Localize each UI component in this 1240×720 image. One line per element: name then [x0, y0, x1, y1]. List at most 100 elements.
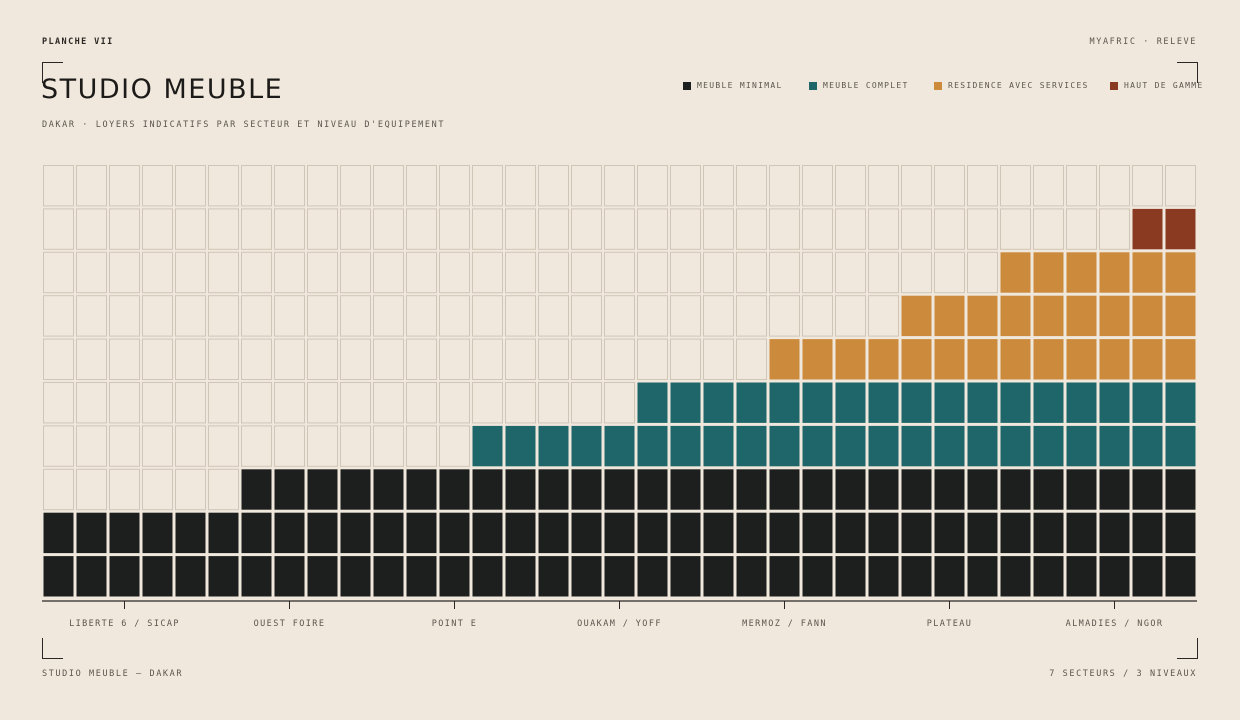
waffle-cell-empty [439, 251, 470, 294]
waffle-cell-haut-de-gamme [1165, 208, 1196, 250]
waffle-cell-empty [670, 251, 701, 294]
waffle-cell-empty [76, 251, 107, 294]
waffle-cell-residence-services [1066, 339, 1097, 380]
waffle-cell-meuble-minimal [802, 512, 833, 554]
waffle-cell-empty [175, 382, 206, 424]
waffle-cell-empty [703, 165, 734, 207]
waffle-cell-meuble-minimal [1165, 512, 1196, 554]
waffle-cell-meuble-complet [769, 425, 800, 467]
waffle-cell-empty [604, 251, 635, 294]
waffle-cell-meuble-minimal [901, 512, 932, 554]
waffle-cell-meuble-complet [736, 382, 767, 423]
waffle-cell-meuble-minimal [835, 469, 866, 510]
waffle-cell-meuble-minimal [406, 512, 437, 554]
waffle-cell-empty [175, 468, 206, 511]
waffle-cell-empty [835, 251, 866, 294]
waffle-cell-empty [538, 338, 569, 381]
waffle-cell-meuble-minimal [934, 469, 965, 510]
waffle-cell-empty [967, 251, 998, 294]
x-tick-label: OUEST FOIRE [254, 619, 326, 629]
waffle-cell-meuble-minimal [175, 556, 206, 597]
waffle-cell-meuble-complet [670, 425, 701, 467]
waffle-cell-empty [769, 251, 800, 294]
waffle-cell-empty [934, 251, 965, 294]
waffle-cell-empty [637, 295, 668, 337]
waffle-cell-empty [901, 165, 932, 207]
waffle-cell-empty [43, 208, 74, 250]
waffle-cell-empty [43, 295, 74, 337]
waffle-cell-empty [505, 295, 536, 337]
waffle-cell-meuble-complet [1099, 382, 1130, 423]
waffle-cell-empty [439, 208, 470, 250]
waffle-cell-residence-services [1132, 339, 1163, 380]
waffle-cell-empty [637, 208, 668, 250]
waffle-cell-empty [241, 295, 272, 337]
waffle-cell-meuble-complet [703, 425, 734, 467]
waffle-cell-empty [538, 165, 569, 207]
waffle-cell-empty [142, 208, 173, 250]
legend-label: RESIDENCE AVEC SERVICES [948, 81, 1089, 90]
waffle-cell-empty [76, 425, 107, 467]
waffle-cell-empty [571, 338, 602, 381]
waffle-cell-meuble-minimal [1099, 469, 1130, 510]
waffle-cell-empty [472, 165, 503, 207]
waffle-cell-meuble-minimal [571, 556, 602, 597]
x-tick-label: OUAKAM / YOFF [577, 619, 662, 629]
waffle-cell-empty [406, 425, 437, 467]
waffle-cell-meuble-minimal [835, 512, 866, 554]
waffle-cell-meuble-minimal [373, 556, 404, 597]
waffle-cell-meuble-minimal [637, 469, 668, 510]
waffle-cell-meuble-complet [703, 382, 734, 423]
waffle-cell-meuble-complet [736, 425, 767, 467]
waffle-cell-empty [175, 338, 206, 381]
waffle-cell-empty [109, 468, 140, 511]
waffle-cell-empty [1000, 208, 1031, 250]
waffle-cell-empty [571, 382, 602, 424]
waffle-cell-meuble-minimal [670, 556, 701, 597]
waffle-cell-empty [439, 338, 470, 381]
waffle-cell-meuble-minimal [670, 512, 701, 554]
waffle-cell-empty [208, 208, 239, 250]
waffle-cell-empty [670, 165, 701, 207]
waffle-cell-meuble-minimal [604, 556, 635, 597]
waffle-cell-empty [373, 208, 404, 250]
waffle-cell-residence-services [868, 339, 899, 380]
footer-count: 7 SECTEURS / 3 NIVEAUX [1049, 669, 1197, 679]
waffle-cell-meuble-minimal [1099, 556, 1130, 597]
waffle-cell-empty [802, 251, 833, 294]
waffle-cell-empty [538, 251, 569, 294]
waffle-cell-meuble-minimal [340, 556, 371, 597]
x-tick-label: PLATEAU [927, 619, 973, 629]
waffle-cell-meuble-minimal [1066, 512, 1097, 554]
waffle-cell-empty [142, 382, 173, 424]
waffle-cell-empty [76, 295, 107, 337]
waffle-cell-meuble-complet [1033, 425, 1064, 467]
waffle-cell-meuble-minimal [604, 469, 635, 510]
waffle-cell-empty [1099, 165, 1130, 207]
waffle-cell-empty [109, 251, 140, 294]
waffle-cell-meuble-minimal [967, 556, 998, 597]
page-title: STUDIO MEUBLE [41, 74, 284, 105]
waffle-cell-meuble-complet [472, 425, 503, 467]
waffle-cell-empty [76, 165, 107, 207]
waffle-cell-empty [373, 165, 404, 207]
waffle-cell-empty [472, 295, 503, 337]
waffle-cell-empty [505, 338, 536, 381]
waffle-cell-empty [472, 251, 503, 294]
waffle-cell-meuble-complet [769, 382, 800, 423]
waffle-cell-empty [241, 251, 272, 294]
waffle-cell-empty [571, 251, 602, 294]
waffle-cell-empty [373, 382, 404, 424]
waffle-cell-empty [835, 208, 866, 250]
waffle-cell-meuble-minimal [802, 556, 833, 597]
waffle-cell-empty [274, 425, 305, 467]
waffle-cell-empty [505, 251, 536, 294]
waffle-cell-meuble-minimal [1033, 512, 1064, 554]
waffle-cell-meuble-minimal [769, 512, 800, 554]
legend-item-meuble-minimal: MEUBLE MINIMAL [683, 81, 783, 91]
waffle-cell-empty [241, 338, 272, 381]
waffle-cell-empty [736, 295, 767, 337]
waffle-cell-meuble-complet [1066, 425, 1097, 467]
waffle-cell-meuble-minimal [472, 512, 503, 554]
